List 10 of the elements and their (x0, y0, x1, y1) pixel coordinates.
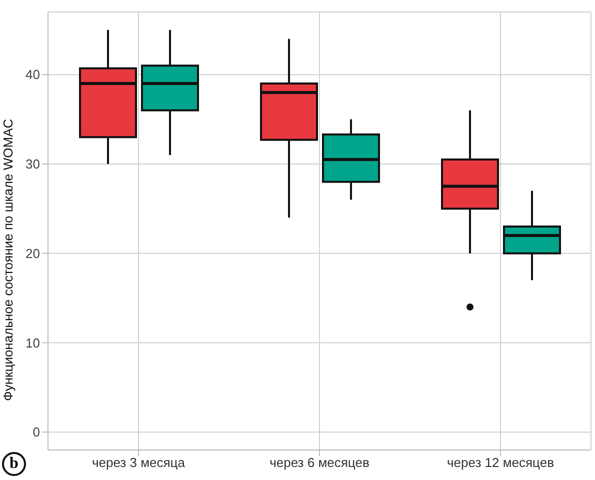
y-tick-label: 0 (32, 424, 40, 440)
text: b (10, 455, 18, 473)
x-tick-label: через 12 месяцев (447, 455, 554, 470)
y-tick-label: 30 (26, 156, 40, 172)
x-tick-label: через 6 месяцев (270, 455, 370, 470)
y-axis-title: Функциональное состояние по шкале WOMAC (0, 118, 16, 401)
x-tick-label: через 3 месяца (92, 455, 186, 470)
y-tick-label: 10 (26, 335, 40, 350)
y-tick-label: 40 (26, 67, 40, 82)
y-tick-label: 20 (26, 246, 40, 261)
